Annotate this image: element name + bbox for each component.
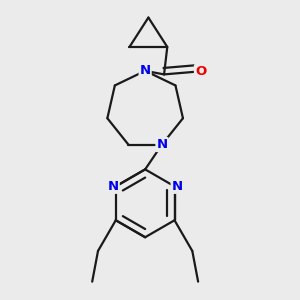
Text: N: N [108,180,119,193]
Text: N: N [156,138,167,151]
Text: N: N [172,180,183,193]
Text: O: O [195,65,206,78]
Text: N: N [140,64,151,77]
